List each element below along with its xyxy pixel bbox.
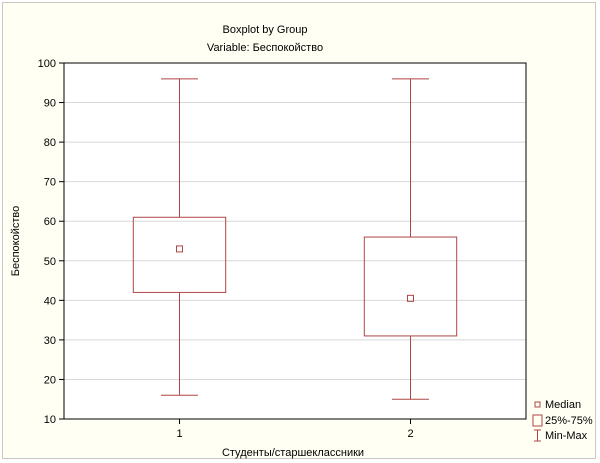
y-tick-label: 50 (44, 256, 56, 268)
y-tick-label: 40 (44, 295, 56, 307)
median-marker (407, 294, 414, 302)
box-group-2 (363, 78, 458, 400)
legend-box-swatch (532, 414, 543, 427)
plot-border (63, 62, 527, 420)
y-tick-label: 20 (44, 374, 56, 386)
box-iqr (132, 216, 227, 293)
y-axis-ticks: 10 20 30 40 50 60 70 80 90 100 (38, 58, 64, 426)
x-tick-label: 2 (407, 428, 413, 440)
x-axis-label: Студенты/старшеклассники (222, 447, 364, 459)
y-tick-label: 100 (38, 58, 56, 70)
y-tick-label: 80 (44, 137, 56, 149)
chart-frame: Boxplot by Group Variable: Беспокойство … (2, 2, 596, 459)
legend-whisker-swatch (534, 429, 541, 442)
x-tick-label: 1 (176, 428, 182, 440)
y-tick-label: 10 (44, 414, 56, 426)
plot-area (64, 63, 526, 419)
legend-whisker-label: Min-Max (545, 430, 588, 442)
legend-box-label: 25%-75% (545, 415, 593, 427)
y-tick-label: 60 (44, 216, 56, 228)
chart-subtitle: Variable: Беспокойство (207, 42, 323, 54)
boxplot-chart: Boxplot by Group Variable: Беспокойство … (10, 24, 593, 459)
legend: Median 25%-75% Min-Max (532, 399, 593, 442)
box-group-1 (132, 78, 227, 396)
y-axis-label: Беспокойство (10, 206, 22, 277)
y-tick-label: 30 (44, 335, 56, 347)
median-marker (176, 245, 183, 253)
y-tick-label: 90 (44, 98, 56, 110)
legend-median-label: Median (545, 399, 581, 411)
box-iqr (363, 236, 458, 337)
y-tick-label: 70 (44, 177, 56, 189)
grid-lines (64, 102, 526, 380)
boxes (132, 78, 458, 400)
legend-median-swatch (534, 401, 541, 408)
chart-title: Boxplot by Group (223, 24, 308, 36)
